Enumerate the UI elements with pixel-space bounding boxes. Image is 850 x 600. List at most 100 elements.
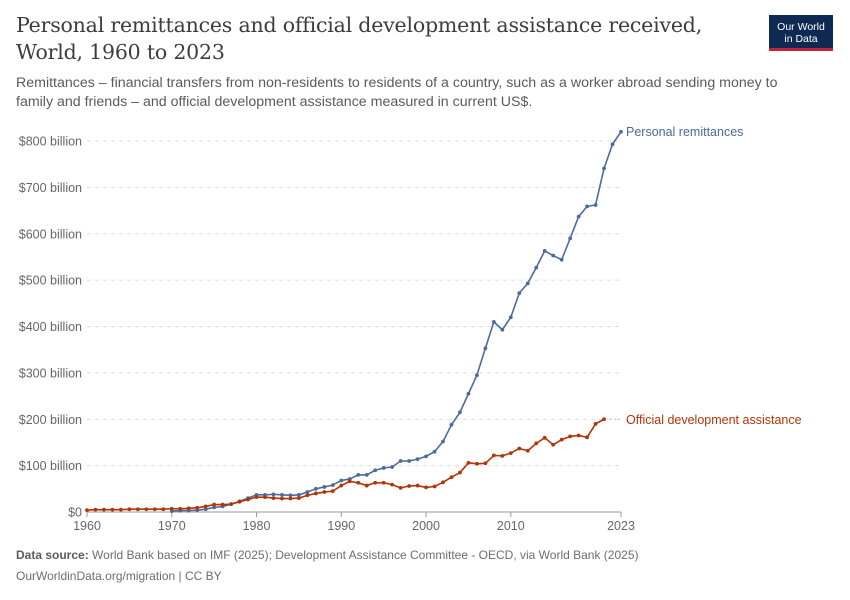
data-point — [339, 478, 344, 483]
data-point — [534, 441, 539, 446]
data-point — [491, 453, 496, 458]
x-tick-label: 1970 — [158, 519, 186, 533]
data-point — [475, 373, 479, 378]
data-point — [500, 453, 505, 458]
data-point — [517, 446, 522, 451]
data-point — [330, 483, 335, 488]
data-point — [381, 466, 386, 470]
y-tick-label: $200 billion — [19, 413, 82, 427]
data-point — [313, 491, 318, 496]
data-point — [432, 484, 437, 489]
data-point — [135, 507, 140, 512]
data-point — [280, 496, 284, 501]
data-point — [517, 291, 522, 296]
data-point — [322, 485, 327, 489]
data-point — [102, 507, 106, 512]
data-point — [458, 470, 462, 475]
y-tick-label: $600 billion — [19, 227, 82, 241]
data-point — [169, 506, 174, 511]
x-tick-label: 2023 — [607, 519, 635, 533]
x-tick-label: 1960 — [73, 519, 101, 533]
footer-url[interactable]: OurWorldinData.org/migration | CC BY — [16, 569, 222, 583]
data-point — [398, 459, 403, 463]
data-point — [110, 507, 115, 512]
data-point — [458, 410, 462, 415]
chart-subtitle: Remittances – financial transfers from n… — [16, 75, 778, 110]
series-line-0 — [171, 131, 622, 512]
data-point — [305, 493, 310, 498]
data-point — [398, 485, 403, 490]
x-tick-label: 2000 — [412, 519, 440, 533]
data-source-line: Data source: World Bank based on IMF (20… — [16, 548, 639, 562]
x-tick-label: 1990 — [327, 519, 355, 533]
chart-title: Personal remittances and official develo… — [16, 13, 703, 64]
data-point — [322, 490, 327, 494]
data-point — [220, 502, 225, 507]
data-point — [347, 479, 352, 484]
y-tick-label: $700 billion — [19, 181, 82, 195]
data-point — [203, 504, 208, 509]
data-point — [93, 507, 98, 512]
data-point — [246, 497, 250, 502]
data-point — [356, 473, 361, 477]
logo-line-2: in Data — [784, 33, 818, 45]
data-point — [602, 166, 606, 171]
data-source-text: World Bank based on IMF (2025); Developm… — [92, 548, 639, 562]
data-point — [313, 486, 318, 491]
data-point — [364, 473, 369, 477]
data-point — [254, 495, 259, 500]
data-point — [508, 315, 513, 320]
data-point — [229, 502, 233, 507]
data-point — [568, 434, 573, 439]
data-point — [500, 327, 505, 332]
data-point — [619, 129, 623, 134]
data-point — [407, 459, 411, 463]
data-point — [525, 448, 530, 453]
x-tick-label: 2010 — [497, 519, 525, 533]
data-point — [152, 507, 157, 512]
y-tick-label: $500 billion — [19, 274, 82, 288]
data-point — [263, 495, 267, 500]
data-point — [475, 461, 479, 466]
data-point — [441, 439, 445, 444]
data-point — [602, 417, 606, 422]
data-point — [212, 502, 217, 507]
data-point — [237, 499, 242, 504]
data-point — [466, 391, 471, 396]
data-point — [271, 492, 276, 497]
series-label: Official development assistance — [626, 413, 802, 427]
data-point — [424, 454, 428, 459]
data-point — [441, 480, 445, 485]
data-point — [356, 480, 361, 485]
data-point — [576, 214, 581, 219]
data-point — [551, 253, 556, 258]
logo-line-1: Our World — [777, 21, 825, 33]
data-point — [593, 421, 598, 426]
data-point — [525, 281, 530, 286]
data-point — [373, 468, 378, 473]
y-tick-label: $0 — [68, 506, 82, 520]
data-point — [280, 492, 284, 497]
data-point — [432, 449, 437, 454]
data-point — [186, 506, 191, 511]
data-point — [542, 435, 547, 440]
data-point — [415, 483, 420, 488]
data-point — [144, 507, 149, 512]
data-point — [559, 437, 564, 442]
data-point — [449, 422, 454, 427]
data-point — [593, 203, 598, 207]
owid-logo[interactable]: Our World in Data — [769, 15, 833, 51]
data-point — [585, 204, 589, 209]
data-point — [576, 433, 581, 438]
data-point — [407, 484, 411, 488]
data-point — [483, 461, 488, 466]
data-point — [415, 457, 420, 462]
data-point — [542, 249, 547, 253]
y-tick-label: $800 billion — [19, 135, 82, 149]
data-point — [508, 451, 513, 456]
series-line-1 — [86, 418, 605, 511]
data-point — [610, 142, 615, 147]
x-tick-label: 1980 — [243, 519, 271, 533]
y-tick-label: $300 billion — [19, 366, 82, 380]
